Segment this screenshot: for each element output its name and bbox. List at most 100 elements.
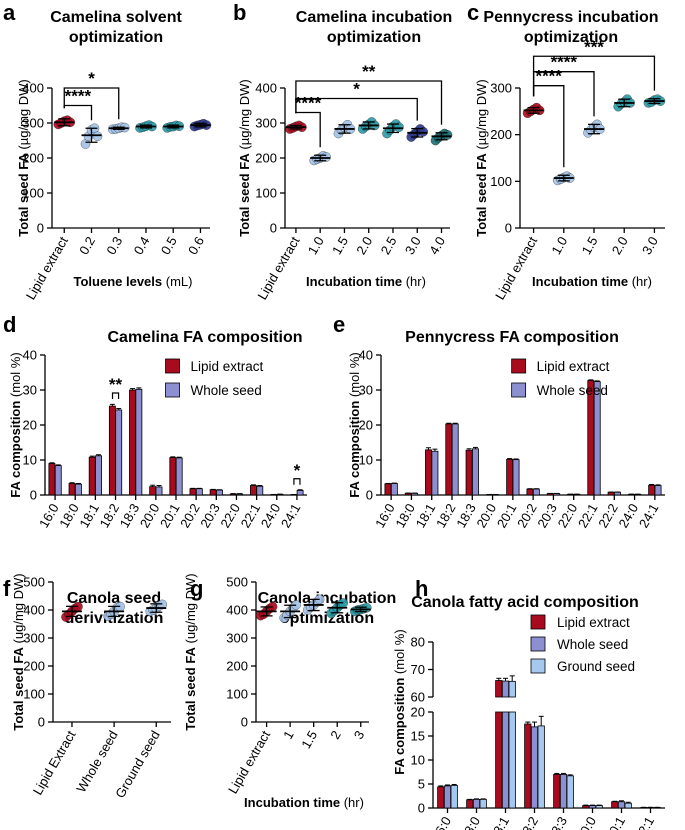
x-axis-label: Incubation time (hr) xyxy=(244,795,364,810)
y-tick-label: 200 xyxy=(255,151,277,166)
panel-title: Pennycress FA composition xyxy=(405,329,619,346)
y-tick-label: 0 xyxy=(505,221,512,236)
x-tick-label: 18:1 xyxy=(76,501,102,530)
bar xyxy=(595,805,603,809)
x-tick-label: 22:0 xyxy=(217,501,243,530)
significance-bracket xyxy=(532,55,656,97)
panel-title: optimization xyxy=(524,29,618,46)
x-tick-label: 20:1 xyxy=(602,814,628,830)
legend-swatch xyxy=(165,382,180,398)
bar xyxy=(256,485,264,496)
x-tick-label: 18:1 xyxy=(486,814,512,830)
bar xyxy=(74,483,82,496)
x-tick-label: Lipid extract xyxy=(23,234,71,303)
bar xyxy=(553,774,561,809)
y-axis-label: FA composition (mol %) xyxy=(8,352,23,497)
x-tick-label: 1 xyxy=(280,728,297,742)
bar xyxy=(512,459,520,496)
x-tick-label: 20:3 xyxy=(197,501,223,530)
x-axis-label: Incubation time (hr) xyxy=(306,274,426,289)
x-tick-label: 24:1 xyxy=(636,501,662,530)
y-axis-label: FA composition (mol %) xyxy=(347,352,362,497)
panel-title: Camelina FA composition xyxy=(108,329,303,346)
x-tick-label: 20:2 xyxy=(177,501,203,530)
bar xyxy=(129,389,136,496)
panel-a: a Camelina solvent optimization Total seed … xyxy=(3,0,212,303)
significance-bracket xyxy=(295,80,443,125)
panel-title: Canola fatty acid composition xyxy=(411,594,639,611)
y-axis-label: FA composition (mol %) xyxy=(392,629,407,774)
bar xyxy=(472,798,481,809)
panel-title: optimization xyxy=(69,29,163,46)
bar xyxy=(229,493,237,496)
bar xyxy=(524,723,532,809)
x-tick-label: 1.0 xyxy=(305,234,327,257)
y-axis-label-main: Total seed FA xyxy=(11,646,26,730)
bar xyxy=(582,805,590,809)
bar-lower xyxy=(495,711,503,809)
bar xyxy=(624,802,632,809)
legend-swatch xyxy=(530,658,546,674)
y-axis-label-unit: (µg/mg DW) xyxy=(237,79,252,153)
y-axis-label-unit: (µg/mg DW) xyxy=(474,79,489,153)
bar xyxy=(296,490,304,496)
x-tick-label: Whole seed xyxy=(73,728,120,795)
panel-title: derivitization xyxy=(65,610,164,627)
panel-title: Canola seed xyxy=(67,590,161,607)
y-tick-label: 40 xyxy=(23,348,37,363)
x-axis-label-unit: (hr) xyxy=(402,274,426,289)
y-tick-label: 0 xyxy=(30,488,37,503)
x-axis-label-main: Toluene levels xyxy=(74,274,163,289)
y-axis-label-main: FA composition xyxy=(8,401,23,498)
legend-swatch xyxy=(165,358,180,374)
x-tick-label: 2.0 xyxy=(353,234,375,257)
y-tick-label: 30 xyxy=(23,383,37,398)
y-tick-label: 20 xyxy=(23,418,37,433)
panel-letter: g xyxy=(190,576,203,601)
bar xyxy=(68,483,76,496)
x-tick-label: 16:0 xyxy=(36,501,62,530)
y-tick-label: 0 xyxy=(37,221,44,236)
bar xyxy=(472,448,479,496)
y-tick-label: 40 xyxy=(359,348,373,363)
y-axis-label-unit: (µg/mg DW) xyxy=(16,79,31,153)
panel-letter: c xyxy=(467,0,479,25)
bar xyxy=(88,456,96,496)
y-tick-label: 5 xyxy=(418,777,425,792)
y-axis-label-main: Total seed FA xyxy=(237,153,252,237)
y-tick-label: 200 xyxy=(490,127,512,142)
x-tick-label: 3 xyxy=(351,728,368,742)
bar xyxy=(617,801,626,809)
y-tick-label: 100 xyxy=(226,687,248,702)
bar-upper xyxy=(495,680,503,698)
panel-title: Pennycress incubation xyxy=(483,9,658,26)
bar xyxy=(95,455,102,496)
y-tick-label: 0 xyxy=(366,488,373,503)
x-tick-label: 22:2 xyxy=(595,501,621,530)
significance-label: * xyxy=(88,69,95,88)
legend-label: Lipid extract xyxy=(191,359,264,374)
bar xyxy=(195,488,203,496)
significance-label: ** xyxy=(362,62,376,81)
bar xyxy=(593,381,601,496)
y-tick-label: 200 xyxy=(23,659,45,674)
panel-title: Canola incubation xyxy=(258,590,397,607)
bar xyxy=(614,491,621,496)
bar xyxy=(48,463,56,496)
y-tick-label: 400 xyxy=(23,603,45,618)
y-tick-label: 200 xyxy=(22,151,44,166)
bar xyxy=(189,488,197,496)
y-tick-label: 70 xyxy=(411,662,425,677)
bar xyxy=(588,805,597,809)
bar xyxy=(135,388,143,496)
y-axis-label: Total seed FA (µg/mg DW) xyxy=(474,79,489,237)
y-tick-label: 0 xyxy=(38,715,45,730)
bar xyxy=(532,488,540,496)
bar xyxy=(149,486,157,496)
x-tick-label: 0.4 xyxy=(131,234,153,257)
y-tick-label: 0 xyxy=(270,221,277,236)
x-tick-label: 20:1 xyxy=(494,501,520,530)
y-tick-label: 200 xyxy=(226,659,248,674)
